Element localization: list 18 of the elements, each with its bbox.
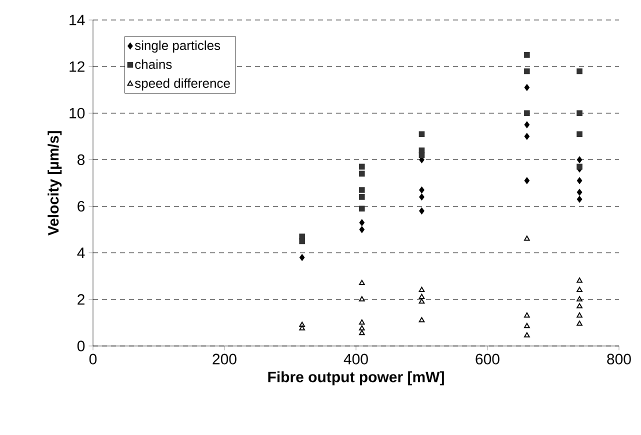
x-tick-label: 800 bbox=[607, 354, 631, 364]
x-tick-label: 400 bbox=[344, 354, 368, 364]
y-tick-label: 8 bbox=[78, 154, 85, 166]
y-tick-label: 12 bbox=[70, 61, 84, 72]
y-tick-label: 10 bbox=[70, 108, 85, 118]
legend-label: chains bbox=[135, 59, 172, 69]
y-tick-label: 6 bbox=[78, 200, 85, 212]
x-axis-title: Fibre output power [mW] bbox=[268, 371, 444, 386]
x-tick-label: 0 bbox=[89, 354, 97, 364]
y-tick-label: 0 bbox=[77, 340, 85, 352]
x-tick-label: 600 bbox=[476, 354, 500, 364]
y-axis-title: Velocity [µm/s] bbox=[48, 131, 62, 236]
legend-label: single particles bbox=[134, 40, 220, 53]
y-tick-label: 14 bbox=[70, 14, 85, 26]
y-tick-label: 4 bbox=[77, 248, 85, 258]
legend-label: speed difference bbox=[134, 78, 230, 90]
x-tick-label: 200 bbox=[212, 354, 236, 364]
y-tick-label: 2 bbox=[78, 294, 84, 305]
